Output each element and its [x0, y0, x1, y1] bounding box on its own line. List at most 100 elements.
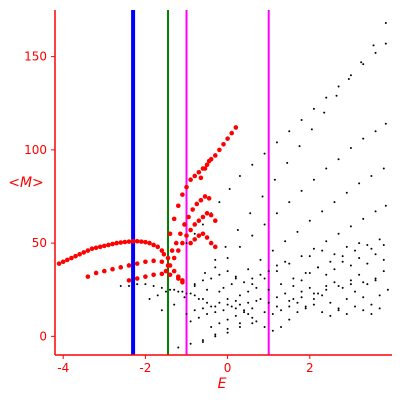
- data-point-s0-136: [214, 335, 217, 338]
- data-point-s0-142: [263, 326, 266, 329]
- data-point-s1-74: [192, 237, 198, 242]
- y-tick-label-2: 100: [24, 143, 47, 157]
- data-point-s1-49: [163, 268, 169, 274]
- data-point-s0-110: [197, 316, 200, 319]
- data-point-s0-211: [251, 277, 254, 280]
- data-point-s1-46: [167, 272, 173, 278]
- data-point-s1-51: [171, 255, 177, 261]
- data-point-s0-181: [329, 314, 332, 317]
- data-point-s1-18: [130, 238, 136, 244]
- data-point-s0-159: [267, 301, 270, 304]
- data-point-s1-75: [196, 233, 202, 238]
- data-point-s0-195: [349, 264, 352, 267]
- data-point-s0-130: [325, 288, 328, 291]
- data-point-s0-48: [325, 167, 328, 170]
- data-point-s0-127: [288, 299, 291, 302]
- data-point-s0-55: [247, 268, 250, 271]
- data-point-s0-38: [384, 42, 387, 45]
- data-point-s1-36: [159, 259, 165, 265]
- data-point-s1-65: [178, 231, 183, 237]
- data-point-s1-19: [134, 238, 140, 244]
- data-point-s0-11: [286, 161, 289, 164]
- data-point-s0-128: [300, 296, 303, 299]
- data-point-s1-16: [122, 239, 128, 245]
- data-point-s1-11: [102, 243, 107, 249]
- data-point-s1-73: [188, 240, 193, 246]
- data-point-s0-92: [144, 283, 147, 286]
- data-point-s0-168: [341, 286, 344, 289]
- data-point-s0-157: [386, 288, 389, 291]
- data-point-s0-187: [378, 307, 381, 310]
- data-point-s0-192: [325, 273, 328, 276]
- data-point-s0-132: [349, 283, 352, 286]
- data-point-s0-143: [271, 329, 274, 332]
- data-point-s0-148: [312, 298, 315, 301]
- data-point-s0-201: [321, 249, 324, 252]
- data-point-s1-77: [204, 235, 210, 240]
- data-point-s0-135: [201, 340, 204, 343]
- data-point-s1-53: [180, 240, 185, 246]
- data-point-s0-236: [201, 307, 204, 310]
- data-point-s0-217: [230, 283, 233, 286]
- data-point-s0-141: [255, 320, 258, 323]
- data-point-s0-75: [349, 225, 352, 228]
- data-point-s0-12: [298, 145, 301, 148]
- data-point-s0-29: [275, 141, 278, 144]
- data-point-s1-9: [93, 245, 99, 251]
- data-point-s0-99: [201, 298, 204, 301]
- data-point-s0-226: [226, 298, 229, 301]
- data-point-s0-185: [362, 309, 365, 312]
- data-point-s0-0: [160, 309, 163, 312]
- data-point-s0-53: [384, 122, 387, 125]
- data-point-s0-41: [238, 245, 241, 248]
- data-point-s0-107: [206, 301, 209, 304]
- x-axis-label: E: [218, 376, 227, 392]
- data-point-s0-49: [337, 158, 340, 161]
- data-point-s0-120: [201, 339, 204, 342]
- data-point-s0-31: [300, 119, 303, 122]
- data-point-s0-173: [382, 270, 385, 273]
- data-point-s0-81: [292, 277, 295, 280]
- data-point-s0-198: [374, 253, 377, 256]
- data-point-s0-70: [288, 262, 291, 265]
- data-point-s0-147: [304, 305, 307, 308]
- data-point-s1-70: [198, 197, 204, 203]
- data-point-s0-32: [312, 107, 315, 110]
- data-point-s1-25: [159, 248, 165, 253]
- data-point-s0-9: [261, 195, 264, 198]
- data-point-s1-99: [206, 158, 212, 164]
- data-point-s0-80: [280, 283, 283, 286]
- data-point-s1-15: [118, 240, 124, 245]
- data-point-s0-100: [148, 298, 151, 301]
- data-point-s0-146: [296, 311, 299, 314]
- data-point-s1-81: [171, 216, 177, 222]
- data-point-s0-39: [214, 266, 217, 269]
- data-point-s0-61: [321, 210, 324, 213]
- data-point-s0-90: [127, 285, 130, 287]
- data-point-s0-8: [249, 212, 252, 215]
- data-point-s0-3: [193, 285, 196, 287]
- data-point-s0-155: [370, 303, 373, 306]
- data-point-s0-174: [271, 312, 274, 315]
- data-point-s0-79: [267, 288, 270, 291]
- data-point-s0-74: [337, 232, 340, 235]
- data-point-s0-152: [345, 298, 348, 301]
- data-point-s0-200: [308, 255, 311, 258]
- data-point-s0-212: [259, 273, 262, 276]
- data-point-s1-29: [102, 268, 107, 274]
- y-tick-label-3: 150: [24, 50, 47, 64]
- axes: [54, 10, 392, 356]
- data-point-s1-80: [167, 231, 173, 237]
- ticks: -4 -2 0 2 0 50 100 150: [24, 50, 314, 375]
- data-point-s1-48: [180, 278, 185, 283]
- data-point-s1-17: [126, 239, 132, 244]
- data-point-s1-85: [188, 177, 193, 183]
- data-point-s0-169: [349, 279, 352, 282]
- data-point-s0-183: [345, 312, 348, 315]
- data-point-s1-7: [85, 248, 91, 253]
- data-point-s1-71: [202, 194, 208, 199]
- data-point-s0-197: [366, 262, 369, 265]
- data-point-s0-140: [247, 312, 250, 315]
- data-point-s0-40: [226, 257, 229, 260]
- data-point-s0-4: [204, 271, 207, 274]
